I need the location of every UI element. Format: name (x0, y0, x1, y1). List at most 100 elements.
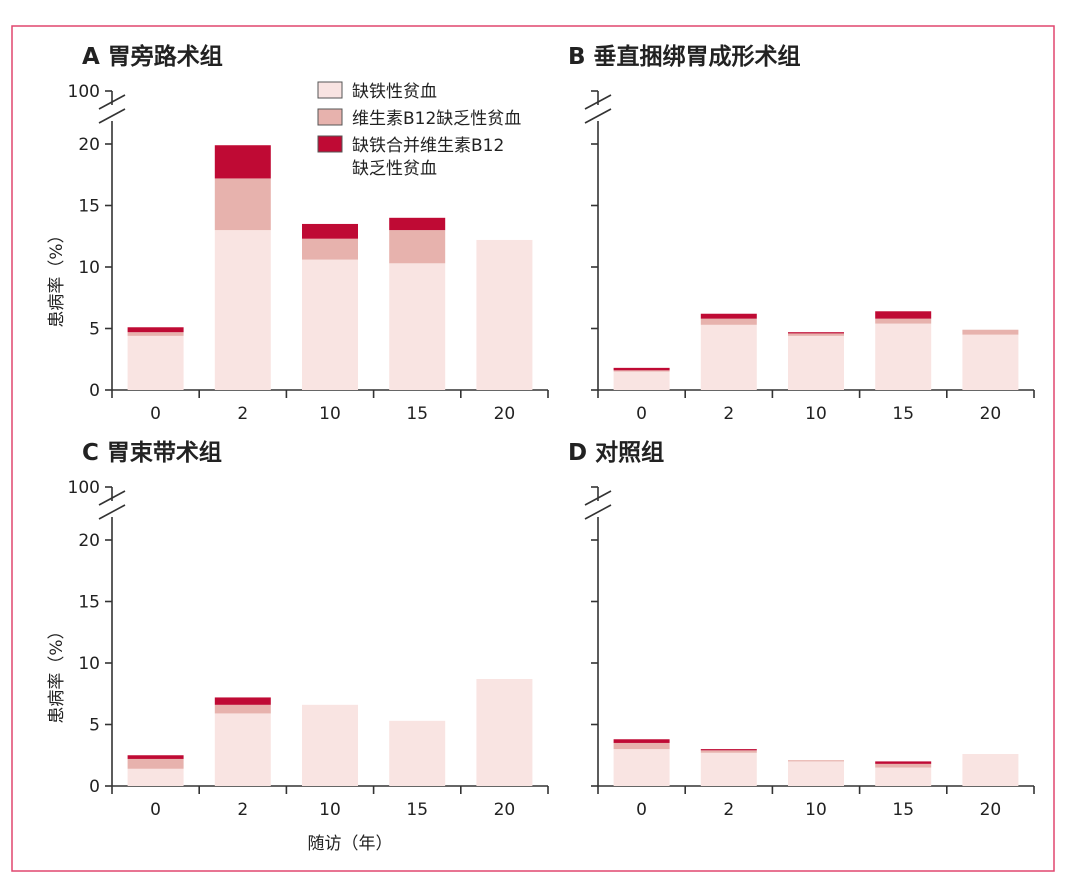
bar-segment-b-2-s3 (700, 313, 757, 319)
bar-segment-b-15-s2 (875, 318, 932, 324)
x-tick-label: 0 (150, 404, 161, 424)
x-axis-title: 随访（年） (308, 834, 393, 854)
y-tick-label: 0 (89, 777, 100, 797)
y-tick-label: 0 (89, 381, 100, 401)
panel-title: A 胃旁路术组 (82, 43, 223, 70)
bar-segment-c-2-s2 (214, 704, 271, 714)
figure-border (11, 25, 1055, 872)
bar-segment-c-0-s2 (127, 758, 184, 769)
x-tick-label: 2 (723, 404, 734, 424)
panel-c: C 胃束带术组 0 5 10 15 20 100 患病率（%） 0 2 10 15 20 (47, 439, 549, 820)
y-tick-label: 15 (78, 197, 100, 217)
x-tick-label: 15 (406, 404, 428, 424)
bar-segment-b-2-s2 (700, 318, 757, 325)
x-tick-label: 15 (892, 800, 914, 820)
bar-segment-b-20-s1 (962, 334, 1019, 390)
bar-segment-a-15-s1 (389, 263, 446, 390)
bar-segment-a-20-s1 (476, 239, 533, 390)
bar-segment-a-15-s2 (389, 230, 446, 264)
bar-segment-a-15-s3 (389, 217, 446, 231)
bar-segment-c-0-s1 (127, 768, 184, 786)
axis-break-mark (98, 504, 126, 520)
y-tick-label: 5 (89, 320, 100, 340)
bar-segment-d-15-s3 (875, 761, 932, 764)
x-tick-label: 10 (805, 800, 827, 820)
bar-segment-a-2-s1 (214, 230, 271, 390)
bar-segment-b-10-s1 (788, 335, 844, 390)
bar-segment-b-15-s1 (875, 323, 932, 390)
axis-break-mark (584, 94, 612, 110)
x-tick-label: 0 (636, 800, 647, 820)
legend-swatch (317, 108, 343, 126)
y-axis-title: 患病率（%） (47, 226, 67, 327)
bar-segment-d-10-s1 (788, 761, 844, 786)
y-tick-label: 10 (78, 258, 100, 278)
legend-swatch (317, 81, 343, 99)
legend-label: 缺铁合并维生素B12 (352, 136, 504, 156)
panel-title: C 胃束带术组 (82, 439, 222, 466)
x-tick-label: 20 (494, 404, 516, 424)
axis-break-mark (98, 108, 126, 124)
panel-title: B 垂直捆绑胃成形术组 (568, 43, 801, 70)
y-tick-label: 5 (89, 716, 100, 736)
bar-segment-a-10-s3 (302, 223, 358, 239)
bar-segment-c-10-s1 (302, 704, 358, 786)
y-tick-label: 100 (68, 478, 100, 498)
bar-segment-b-0-s1 (613, 371, 670, 390)
bar-segment-b-2-s1 (700, 324, 757, 390)
x-tick-label: 15 (406, 800, 428, 820)
y-tick-label: 15 (78, 593, 100, 613)
bar-segment-d-15-s1 (875, 767, 932, 786)
bar-segment-b-15-s3 (875, 311, 932, 319)
bar-segment-a-0-s3 (127, 327, 184, 333)
bar-segment-d-2-s3 (700, 749, 757, 751)
y-tick-label: 20 (78, 531, 100, 551)
bar-segment-a-2-s2 (214, 178, 271, 231)
legend-label: 缺铁性贫血 (352, 82, 437, 102)
bar-segment-d-0-s3 (613, 739, 670, 743)
bar-segment-c-0-s3 (127, 755, 184, 759)
bar-segment-d-0-s1 (613, 749, 670, 786)
bar-segment-d-0-s2 (613, 742, 670, 750)
x-tick-label: 10 (319, 800, 341, 820)
x-tick-label: 20 (494, 800, 516, 820)
x-tick-label: 20 (980, 404, 1002, 424)
y-tick-label: 100 (68, 82, 100, 102)
legend-label: 维生素B12缺乏性贫血 (352, 109, 521, 129)
bar-segment-a-10-s1 (302, 259, 358, 390)
x-tick-label: 2 (237, 800, 248, 820)
x-tick-label: 2 (237, 404, 248, 424)
x-tick-label: 10 (805, 404, 827, 424)
bar-segment-a-0-s2 (127, 332, 184, 336)
bar-segment-c-2-s1 (214, 713, 271, 786)
x-tick-label: 20 (980, 800, 1002, 820)
panel-b: B 垂直捆绑胃成形术组 0 2 10 15 20 (568, 43, 1035, 424)
bar-segment-d-2-s1 (700, 752, 757, 786)
bar-segment-d-2-s2 (700, 750, 757, 753)
bar-segment-c-20-s1 (476, 678, 533, 786)
bar-segment-a-2-s3 (214, 145, 271, 179)
bar-segment-b-0-s2 (613, 370, 670, 372)
panel-d: D 对照组 0 2 10 15 20 (568, 439, 1035, 820)
x-tick-label: 15 (892, 404, 914, 424)
y-axis-title: 患病率（%） (47, 622, 67, 723)
bar-segment-c-15-s1 (389, 720, 446, 786)
axis-break-mark (584, 504, 612, 520)
x-tick-label: 10 (319, 404, 341, 424)
legend-swatch (317, 135, 343, 153)
x-tick-label: 0 (150, 800, 161, 820)
bar-segment-b-20-s2 (962, 329, 1019, 335)
x-tick-label: 2 (723, 800, 734, 820)
x-tick-label: 0 (636, 404, 647, 424)
legend-label: 缺乏性贫血 (352, 159, 437, 179)
y-tick-label: 20 (78, 135, 100, 155)
bar-segment-b-10-s3 (788, 332, 844, 334)
axis-break-mark (98, 490, 126, 506)
panel-title: D 对照组 (568, 439, 664, 466)
bar-segment-d-10-s2 (788, 760, 844, 762)
bar-segment-b-10-s2 (788, 333, 844, 336)
axis-break-mark (584, 108, 612, 124)
panel-a: A 胃旁路术组 0 5 10 15 20 100 患病率（%） 0 2 10 15 20 (47, 43, 549, 424)
